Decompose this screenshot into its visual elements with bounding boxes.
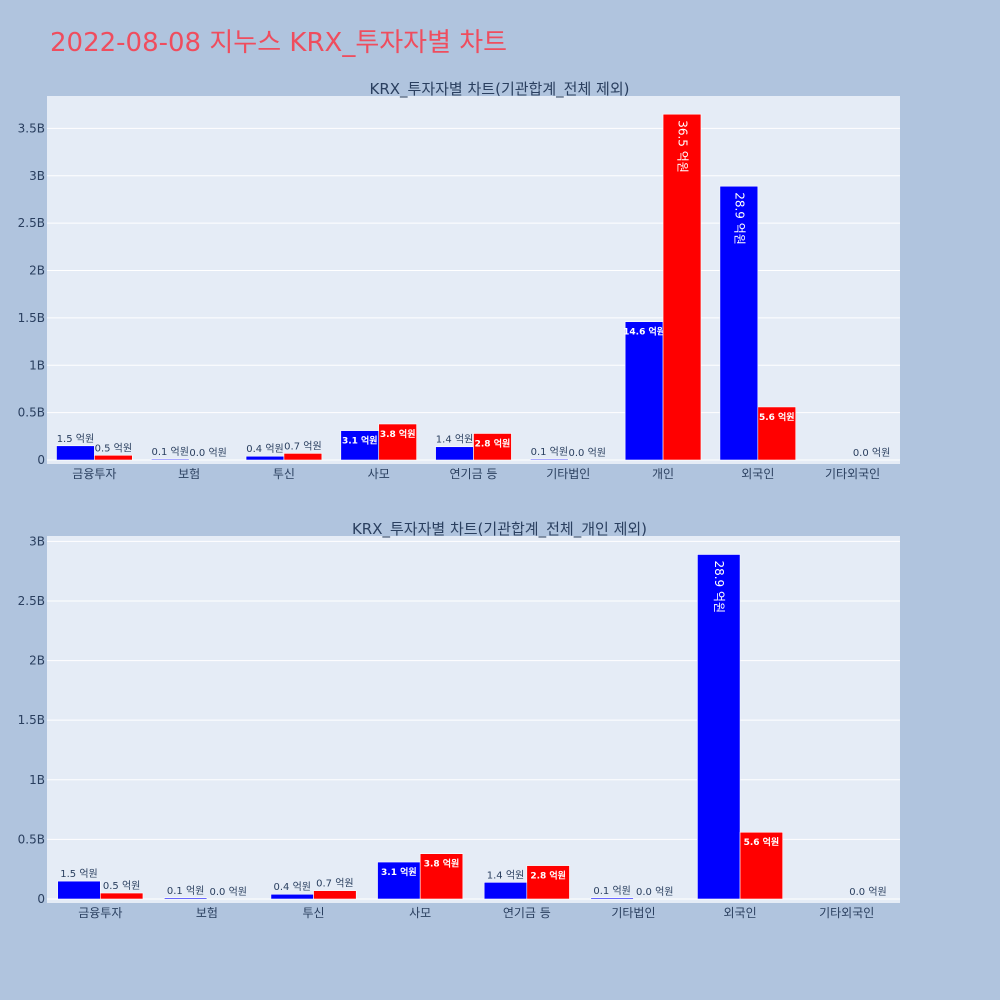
bar-value-label: 1.5 억원: [57, 433, 94, 445]
x-tick-label: 외국인: [741, 467, 774, 481]
buy-bar: [697, 554, 741, 900]
sell-bar: [526, 865, 570, 900]
y-tick-label: 1B: [29, 358, 45, 372]
bar-value-label: 0.1 억원: [593, 885, 630, 897]
bar-value-label: 2.8 억원: [475, 437, 511, 449]
bar-value-label: 0.4 억원: [246, 443, 283, 455]
x-tick-label: 투신: [303, 906, 325, 920]
x-tick-label: 기타법인: [611, 906, 655, 920]
buy-bar: [150, 458, 190, 461]
sell-bar: [473, 433, 512, 461]
bar-value-label: 0.0 억원: [853, 447, 890, 459]
x-tick-label: 금융투자: [72, 467, 116, 481]
buy-bar: [57, 880, 101, 900]
y-tick-label: 0.5B: [18, 832, 45, 846]
chart-subtitle: KRX_투자자별 차트(기관합계_전체 제외): [370, 80, 630, 99]
bar-value-label: 3.1 억원: [342, 435, 378, 447]
y-tick-label: 1.5B: [18, 713, 45, 727]
bar-value-label: 2.8 억원: [530, 870, 566, 882]
chart-top: KRX_투자자별 차트(기관합계_전체 제외) 0 0.5B 1B 1.5B 2B 2.5B…: [18, 80, 900, 481]
bar-value-label: 3.8 억원: [424, 858, 460, 870]
x-tick-label: 기타법인: [546, 467, 590, 481]
y-tick-label: 0: [37, 453, 45, 467]
bar-value-label: 3.8 억원: [380, 428, 416, 440]
y-tick-label: 2.5B: [18, 594, 45, 608]
bar-value-label: 28.9 억원: [732, 192, 746, 245]
buy-bar: [483, 882, 528, 900]
buy-bar: [245, 455, 285, 461]
sell-bar: [94, 454, 133, 461]
buy-bar: [163, 897, 208, 900]
x-tick-label: 기타외국인: [819, 906, 874, 920]
x-tick-label: 금융투자: [78, 906, 122, 920]
bar-value-label: 0.7 억원: [284, 440, 321, 452]
bar-value-label: 1.4 억원: [436, 434, 473, 446]
x-tick-label: 사모: [409, 906, 431, 920]
y-tick-label: 3.5B: [18, 121, 45, 135]
sell-bar: [283, 453, 323, 461]
buy-bar: [590, 897, 634, 900]
bar-value-label: 3.1 억원: [381, 866, 417, 878]
y-tick-label: 3B: [29, 534, 45, 548]
x-tick-label: 보험: [196, 906, 218, 920]
buy-bar: [56, 445, 95, 461]
x-tick-label: 외국인: [724, 906, 757, 920]
y-tick-label: 1B: [29, 773, 45, 787]
y-tick-label: 0: [37, 892, 45, 906]
x-tick-label: 개인: [652, 467, 674, 481]
bar-value-label: 0.7 억원: [316, 878, 353, 890]
bar-value-label: 0.0 억원: [568, 447, 605, 459]
bar-value-label: 0.0 억원: [636, 886, 673, 898]
x-tick-label: 보험: [178, 467, 200, 481]
bar-value-label: 0.5 억원: [103, 880, 140, 892]
page-title: 2022-08-08 지누스 KRX_투자자별 차트: [50, 28, 508, 58]
sell-bar: [100, 892, 144, 900]
bar-value-label: 0.4 억원: [273, 881, 310, 893]
buy-bar: [719, 185, 759, 461]
x-tick-label: 기타외국인: [825, 467, 880, 481]
bar-value-label: 0.1 억원: [151, 446, 188, 458]
bar-value-label: 28.9 억원: [712, 560, 726, 613]
bar-value-label: 0.1 억원: [531, 446, 568, 458]
bar-value-label: 5.6 억원: [744, 836, 780, 848]
sell-bar: [662, 113, 702, 461]
bar-value-label: 1.4 억원: [487, 869, 524, 881]
buy-bar: [530, 458, 569, 461]
bar-value-label: 0.0 억원: [189, 447, 226, 459]
bar-value-label: 0.5 억원: [95, 442, 132, 454]
y-tick-label: 3B: [29, 169, 45, 183]
buy-bar: [340, 430, 380, 461]
x-tick-label: 사모: [368, 467, 390, 481]
x-tick-label: 투신: [273, 467, 295, 481]
sell-bar: [419, 853, 464, 900]
bar-value-label: 0.0 억원: [210, 886, 247, 898]
y-tick-label: 2B: [29, 654, 45, 668]
bar-value-label: 0.0 억원: [849, 886, 886, 898]
buy-bar: [435, 446, 474, 461]
chart-subtitle: KRX_투자자별 차트(기관합계_전체_개인 제외): [352, 520, 647, 539]
buy-bar: [624, 321, 664, 461]
bar-value-label: 5.6 억원: [759, 411, 795, 423]
x-tick-label: 연기금 등: [450, 467, 498, 481]
x-tick-label: 연기금 등: [503, 906, 551, 920]
bar-value-label: 1.5 억원: [60, 868, 97, 880]
y-tick-label: 2.5B: [18, 216, 45, 230]
sell-bar: [739, 831, 784, 900]
sell-bar: [757, 406, 797, 461]
bar-value-label: 14.6 억원: [623, 326, 665, 338]
bar-value-label: 0.1 억원: [167, 885, 204, 897]
bar-value-label: 36.5 억원: [676, 120, 690, 173]
buy-bar: [270, 893, 314, 900]
y-tick-label: 1.5B: [18, 311, 45, 325]
chart-bottom: KRX_투자자별 차트(기관합계_전체_개인 제외) 0 0.5B 1B 1.5B 2B 2…: [18, 520, 900, 920]
sell-bar: [378, 423, 417, 461]
y-tick-label: 2B: [29, 264, 45, 278]
y-tick-label: 0.5B: [18, 406, 45, 420]
sell-bar: [313, 890, 357, 900]
